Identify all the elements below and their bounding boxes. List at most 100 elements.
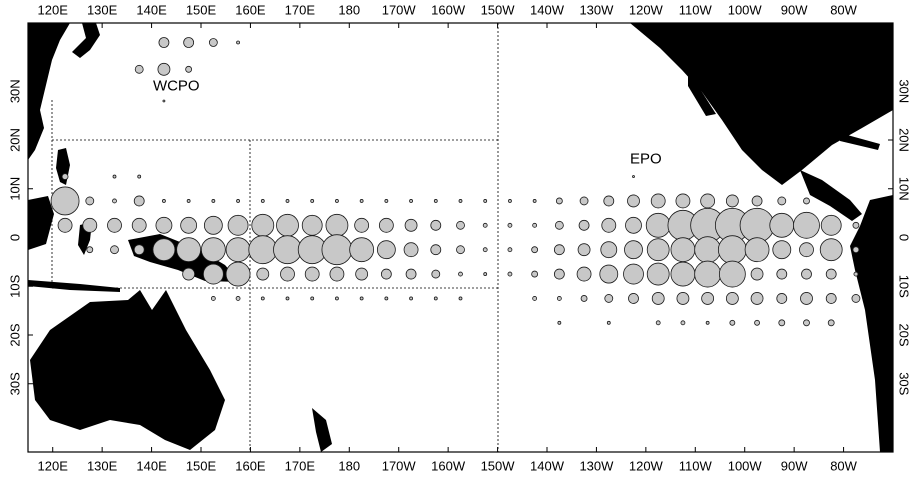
bubble [694, 260, 722, 288]
bubble [820, 214, 842, 236]
bubble [694, 236, 722, 264]
bubble [650, 193, 666, 209]
bubble [754, 319, 760, 326]
x-tick-label: 180 [338, 458, 360, 473]
y-tick-label: 0 [897, 234, 912, 241]
bubble [227, 214, 249, 236]
y-tick-label: 10S [7, 274, 22, 297]
bubble [827, 319, 835, 327]
bubble [260, 296, 265, 301]
bubble [431, 269, 441, 279]
central-america [800, 170, 862, 221]
x-tick-label: 100W [728, 458, 763, 473]
bubble [555, 197, 563, 205]
x-tick-label: 170W [382, 2, 417, 17]
bubble [335, 296, 339, 301]
y-tick-label: 0 [7, 234, 22, 241]
baja [688, 70, 716, 116]
bubble [606, 320, 611, 325]
x-tick-label: 160E [235, 458, 266, 473]
x-tick-label: 120E [38, 2, 69, 17]
bubble [285, 296, 290, 301]
bubble [225, 261, 251, 287]
bubble [182, 267, 196, 281]
bubble [378, 217, 394, 233]
bubble [676, 292, 690, 305]
y-tick-label: 10N [897, 177, 912, 201]
bubble [778, 319, 786, 327]
bubble [819, 238, 843, 262]
x-tick-label: 140E [136, 2, 167, 17]
bubble [852, 221, 860, 229]
bubble [532, 296, 538, 301]
bubble [603, 195, 615, 207]
bubble [601, 217, 617, 233]
x-tick-label: 150W [481, 458, 516, 473]
bubble [359, 199, 364, 203]
bubble [335, 199, 339, 203]
bubble [280, 266, 295, 282]
japan [72, 23, 100, 58]
x-tick-label: 150W [481, 2, 516, 17]
bubble [183, 37, 195, 48]
new-zealand [312, 408, 332, 452]
bubble [285, 199, 290, 203]
x-tick-label: 90W [781, 458, 808, 473]
bubble [404, 218, 418, 232]
bubble [675, 193, 691, 209]
x-tick-label: 160W [431, 2, 466, 17]
asia [28, 23, 70, 160]
bubble [646, 262, 670, 286]
bubble [645, 212, 671, 238]
y-tick-label: 30S [7, 372, 22, 395]
bubble [803, 319, 810, 327]
bubble [433, 199, 438, 203]
bubble [825, 268, 837, 280]
region-label: WCPO [153, 77, 200, 94]
bubble [799, 242, 814, 258]
bubble [273, 235, 302, 265]
bubble [354, 217, 370, 233]
bubble [329, 266, 345, 282]
bubble [507, 222, 513, 228]
bubble [310, 296, 315, 301]
y-tick-label: 30S [897, 372, 912, 395]
bubble [162, 99, 166, 103]
bubble [276, 213, 299, 237]
java [28, 280, 120, 292]
bubble [852, 246, 860, 254]
bubble [600, 241, 618, 259]
x-tick-label: 140E [136, 458, 167, 473]
x-tick-label: 90W [781, 2, 808, 17]
bubble [321, 234, 353, 266]
bubble [579, 196, 589, 206]
bubble [359, 296, 364, 301]
bubble [133, 195, 145, 207]
bubble [853, 271, 859, 277]
bubble [86, 246, 94, 254]
bubble [750, 267, 764, 281]
bubble [577, 243, 591, 257]
bubble [349, 237, 375, 263]
bubble [235, 296, 241, 301]
x-tick-label: 120W [629, 2, 664, 17]
bubble [57, 217, 73, 233]
y-tick-label: 30N [7, 79, 22, 103]
bubble [236, 199, 240, 203]
bubble [576, 266, 592, 282]
bubble [655, 320, 661, 326]
bubble [680, 320, 686, 326]
bubble [531, 270, 539, 278]
bubble [700, 193, 716, 209]
region-lines [51, 23, 499, 452]
bubble [646, 238, 670, 262]
x-tick-label: 100W [728, 2, 763, 17]
bubble [248, 235, 278, 265]
bubble [632, 175, 635, 178]
bubble [107, 217, 122, 233]
bubble [304, 266, 320, 282]
bubble [801, 268, 812, 280]
bubble [507, 271, 513, 277]
bubble [61, 173, 69, 180]
